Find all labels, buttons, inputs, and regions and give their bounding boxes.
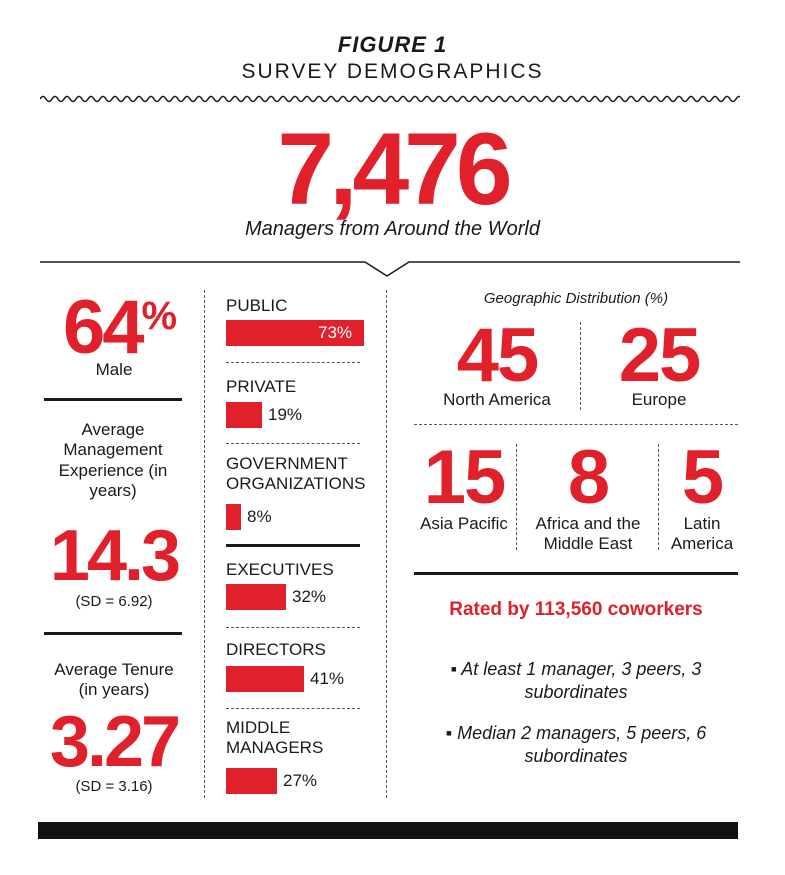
column-separator-left xyxy=(204,290,205,798)
male-stat: 64% xyxy=(44,290,194,366)
geo-separator xyxy=(516,444,517,550)
geo-separator xyxy=(658,444,659,550)
bar-private xyxy=(226,402,262,428)
geo-label-north-america: North America xyxy=(443,390,551,409)
raters-bullet-1: ▪ At least 1 manager, 3 peers, 3 subordi… xyxy=(450,659,702,703)
raters-bullet-2: ▪ Median 2 managers, 5 peers, 6 subordin… xyxy=(445,723,707,767)
cat-label-public: PUBLIC xyxy=(226,296,288,315)
geo-label-asia-pacific: Asia Pacific xyxy=(420,514,508,533)
geo-value-asia-pacific: 15 xyxy=(423,435,507,520)
bar-middle-managers xyxy=(226,768,277,794)
cat-label-government: GOVERNMENT ORGANIZATIONS xyxy=(226,454,366,494)
headline-divider xyxy=(40,261,740,277)
raters-headline: Rated by 113,560 coworkers xyxy=(449,599,703,620)
bar-directors xyxy=(226,666,304,692)
geo-row-divider xyxy=(414,424,738,425)
pct-private: 19% xyxy=(268,405,303,424)
footer-bar xyxy=(38,822,738,839)
geo-bottom-divider xyxy=(414,572,738,575)
geo-value-europe: 25 xyxy=(618,313,702,398)
group-divider xyxy=(226,544,360,547)
geo-value-africa-middle-east: 8 xyxy=(567,435,610,520)
bar-divider xyxy=(226,443,360,444)
pct-executives: 32% xyxy=(292,587,327,606)
wavy-divider xyxy=(40,95,740,103)
headline-caption: Managers from Around the World xyxy=(245,218,540,240)
geo-label-latin-america: Latin America xyxy=(670,514,734,554)
male-percentage: 64 xyxy=(62,285,145,370)
column-separator-right xyxy=(386,290,387,798)
cat-label-private: PRIVATE xyxy=(226,377,297,396)
figure-title: SURVEY DEMOGRAPHICS xyxy=(241,60,544,83)
bar-public xyxy=(226,320,364,346)
bar-executives xyxy=(226,584,286,610)
left-divider-1 xyxy=(44,398,182,401)
geo-value-north-america: 45 xyxy=(456,313,540,398)
left-divider-2 xyxy=(44,632,182,635)
experience-sd: (SD = 6.92) xyxy=(75,593,153,610)
figure-number: FIGURE 1 xyxy=(337,32,448,57)
pct-public: 73% xyxy=(318,323,353,342)
male-label: Male xyxy=(95,360,133,379)
geo-value-latin-america: 5 xyxy=(681,435,724,520)
tenure-sd: (SD = 3.16) xyxy=(75,778,153,795)
cat-label-directors: DIRECTORS xyxy=(226,640,326,659)
bar-divider xyxy=(226,708,360,709)
experience-label: Average Management Experience (in years) xyxy=(58,420,168,501)
pct-government: 8% xyxy=(247,507,272,526)
geo-label-europe: Europe xyxy=(631,390,687,409)
experience-value: 14.3 xyxy=(49,516,181,596)
pct-middle-managers: 27% xyxy=(283,771,318,790)
headline-count: 7,476 xyxy=(277,112,512,226)
cat-label-middle-managers: MIDDLE MANAGERS xyxy=(226,718,324,758)
geo-separator xyxy=(580,322,581,410)
bar-divider xyxy=(226,627,360,628)
bar-government xyxy=(226,504,241,530)
pct-directors: 41% xyxy=(310,669,345,688)
geo-title: Geographic Distribution (%) xyxy=(483,290,669,307)
cat-label-executives: EXECUTIVES xyxy=(226,560,334,579)
geo-label-africa-middle-east: Africa and the Middle East xyxy=(535,514,641,554)
bar-divider xyxy=(226,362,360,363)
percent-sign: % xyxy=(141,294,177,338)
tenure-label: Average Tenure (in years) xyxy=(54,660,174,700)
tenure-value: 3.27 xyxy=(49,702,181,782)
